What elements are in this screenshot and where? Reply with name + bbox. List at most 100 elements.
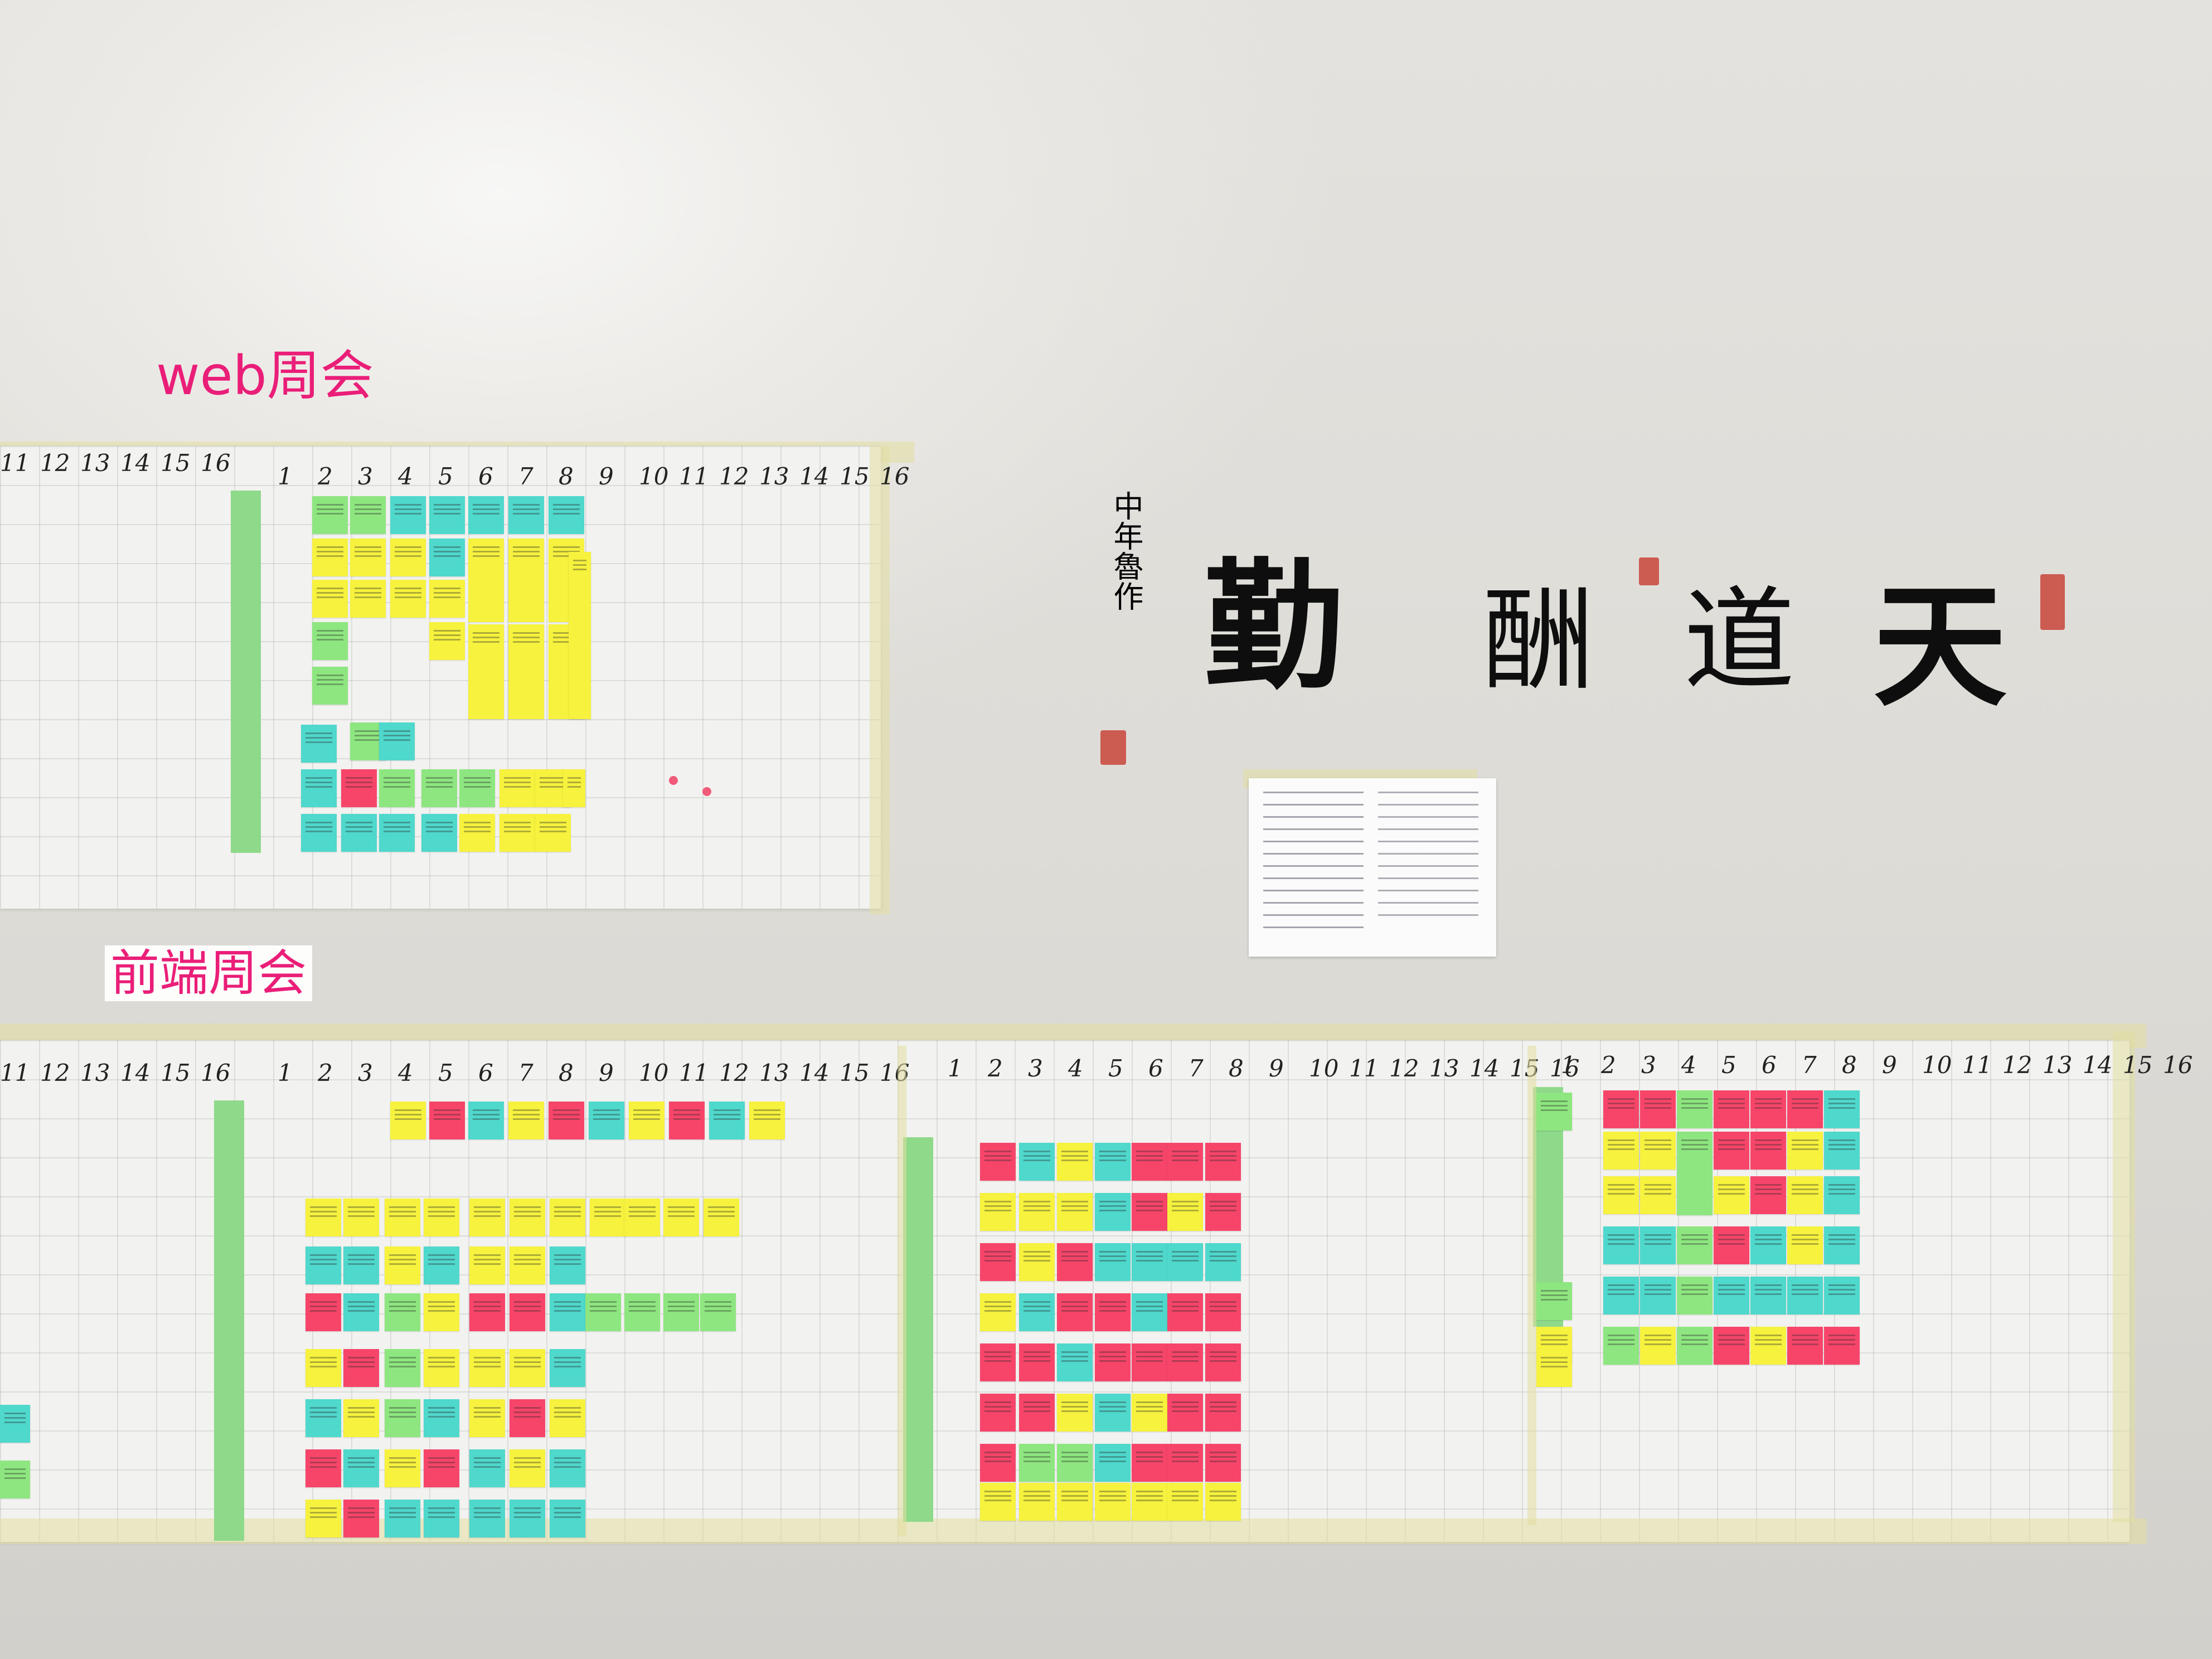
sticky-note [1095,1193,1131,1231]
sticky-note [663,1199,699,1236]
sticky-note [305,1199,341,1236]
calligraphy-char: 道 [1684,576,1796,706]
sticky-note [429,580,465,618]
seal-right [2040,574,2065,630]
sticky-note [1787,1226,1823,1264]
sticky-note [424,1399,459,1437]
week-numbers: 1 2 3 4 5 6 7 8 9 10 11 12 13 14 15 16 [1561,1051,2193,1079]
sticky-note [1132,1293,1167,1331]
sticky-note [390,496,426,534]
masking-tape [870,446,890,914]
sticky-note [424,1293,459,1331]
sticky-note [1167,1444,1203,1482]
sticky-note [1536,1093,1572,1131]
sticky-note [1603,1277,1639,1314]
sticky-note [550,1349,585,1387]
masking-tape [2113,1031,2135,1522]
sticky-note [1132,1343,1167,1381]
sticky-note [469,1449,505,1487]
sticky-note [1205,1394,1241,1432]
sticky-note [980,1293,1016,1331]
sticky-note [459,769,495,807]
sticky-note [1095,1293,1131,1331]
sticky-note [1095,1483,1131,1521]
sticky-note [510,1449,545,1487]
sticky-note [0,1405,30,1443]
week-numbers: 1 2 3 4 5 6 7 8 9 10 11 12 13 14 15 16 [948,1055,1580,1082]
sticky-note [1019,1293,1055,1331]
sticky-note [1057,1293,1093,1331]
sticky-note [1132,1243,1167,1281]
sticky-note [1824,1132,1860,1170]
pink-dot [702,787,711,796]
sticky-note [1057,1193,1093,1231]
sticky-note [379,814,415,852]
sticky-note [510,1293,545,1331]
sticky-note [421,769,457,807]
sticky-note [980,1444,1016,1482]
sticky-note [1750,1090,1786,1128]
sticky-note [459,814,495,852]
sticky-note [1603,1090,1639,1128]
sticky-note [510,1399,545,1437]
sticky-note [1824,1277,1860,1314]
sticky-note [301,769,337,807]
sticky-note [1057,1483,1093,1521]
sticky-note [980,1483,1016,1521]
sticky-note [1824,1327,1860,1365]
sticky-note [390,580,426,618]
sticky-note [469,1399,505,1437]
sticky-note [1167,1293,1203,1331]
sticky-note [424,1199,459,1236]
sticky-note [1205,1483,1241,1521]
week-numbers-partial: 11 12 13 14 15 16 [0,449,231,477]
sticky-note [1057,1243,1093,1281]
sticky-note [1205,1243,1241,1281]
sticky-note [1095,1243,1131,1281]
sticky-note [1057,1343,1093,1381]
sticky-note [1095,1343,1131,1381]
sticky-note [343,1293,379,1331]
sticky-note [1787,1132,1823,1170]
sticky-note [468,624,504,719]
sticky-note [343,1199,379,1236]
sticky-note [510,1500,545,1537]
project-column [903,1137,933,1522]
sticky-note [709,1102,745,1139]
sticky-note [1640,1176,1676,1214]
sticky-note [1787,1176,1823,1214]
sticky-note [305,1399,341,1437]
sticky-note [424,1246,459,1284]
sticky-note [1677,1090,1713,1128]
sticky-note [1714,1132,1749,1170]
sticky-note [700,1293,736,1331]
sticky-note [1167,1193,1203,1231]
calligraphy-signature: 中年魯作 [1108,491,1143,611]
sticky-note [569,552,591,719]
sticky-note [312,580,348,618]
sticky-note [1205,1343,1241,1381]
sticky-note [1824,1176,1860,1214]
sticky-note [1057,1143,1093,1181]
sticky-note [508,624,544,719]
sticky-note [550,1449,585,1487]
sticky-note [1787,1277,1823,1314]
sticky-note [550,1199,585,1236]
sticky-note [980,1394,1016,1432]
sticky-note [305,1500,341,1537]
sticky-note [1167,1483,1203,1521]
project-column [214,1100,244,1541]
sticky-note [469,1500,505,1537]
web-meeting-label: web周会 [156,345,374,407]
sticky-note [1205,1193,1241,1231]
sticky-note [385,1293,420,1331]
sticky-note [429,622,465,660]
sticky-note [385,1246,420,1284]
sticky-note [1167,1143,1203,1181]
sticky-note [1019,1243,1055,1281]
sticky-note [1603,1327,1639,1365]
sticky-note [1603,1132,1639,1170]
sticky-note [469,1293,505,1331]
sticky-note [429,1102,465,1139]
